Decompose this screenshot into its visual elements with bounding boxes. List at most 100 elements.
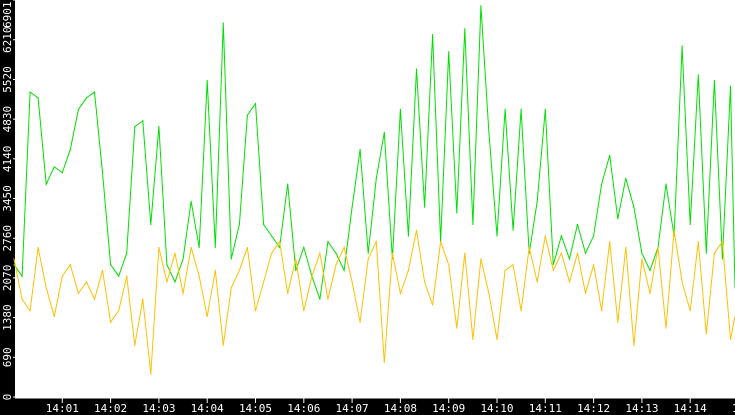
data-point bbox=[584, 252, 587, 254]
data-point bbox=[544, 235, 546, 237]
data-point bbox=[254, 103, 257, 105]
y-tick-label: 4140 bbox=[1, 146, 14, 173]
x-tick-label: 14:03 bbox=[142, 402, 175, 415]
data-point bbox=[126, 252, 128, 254]
data-point bbox=[53, 166, 55, 168]
data-point bbox=[423, 206, 426, 208]
data-point bbox=[287, 183, 289, 185]
data-point bbox=[343, 246, 345, 249]
data-point bbox=[576, 252, 579, 254]
data-point bbox=[85, 281, 88, 283]
data-point bbox=[480, 258, 482, 260]
data-point bbox=[295, 269, 297, 272]
data-point bbox=[13, 258, 15, 260]
data-point bbox=[488, 131, 490, 133]
data-point bbox=[536, 281, 538, 283]
data-point bbox=[689, 310, 691, 312]
data-point bbox=[262, 223, 265, 226]
data-point bbox=[101, 269, 104, 272]
data-point bbox=[399, 292, 401, 295]
data-point bbox=[77, 108, 79, 110]
data-point bbox=[697, 74, 699, 76]
data-point bbox=[593, 264, 595, 266]
data-point bbox=[633, 344, 635, 346]
data-point bbox=[134, 344, 136, 346]
data-point bbox=[593, 235, 595, 237]
data-point bbox=[423, 281, 426, 283]
data-point bbox=[287, 292, 289, 295]
y-tick-label: 1380 bbox=[1, 304, 14, 331]
data-point bbox=[327, 241, 329, 243]
data-point bbox=[37, 246, 39, 249]
data-point bbox=[488, 292, 490, 295]
data-point bbox=[367, 258, 369, 260]
data-point bbox=[206, 315, 208, 318]
data-point bbox=[448, 264, 450, 266]
data-point bbox=[504, 269, 506, 272]
data-point bbox=[432, 304, 434, 306]
data-point bbox=[617, 218, 619, 220]
x-tick-label: 14:06 bbox=[287, 402, 320, 415]
data-point bbox=[101, 172, 104, 174]
data-point bbox=[118, 310, 120, 312]
data-point bbox=[617, 321, 619, 323]
data-point bbox=[182, 292, 184, 295]
data-point bbox=[496, 235, 498, 237]
data-point bbox=[214, 269, 216, 272]
data-point bbox=[93, 91, 96, 93]
data-point bbox=[134, 126, 136, 128]
data-point bbox=[311, 275, 313, 277]
data-point bbox=[641, 252, 643, 254]
data-point bbox=[689, 223, 691, 226]
data-point bbox=[697, 241, 699, 243]
data-point bbox=[649, 292, 651, 295]
data-point bbox=[303, 246, 305, 249]
series-layer bbox=[13, 5, 735, 375]
data-point bbox=[110, 321, 112, 323]
data-point bbox=[721, 241, 724, 243]
data-point bbox=[126, 275, 128, 277]
data-point bbox=[93, 298, 96, 300]
x-tick-label: 14 bbox=[732, 402, 735, 415]
data-point bbox=[601, 310, 603, 312]
data-point bbox=[174, 281, 176, 283]
x-tick-label: 14:10 bbox=[480, 402, 513, 415]
data-point bbox=[69, 149, 71, 151]
data-point bbox=[53, 315, 55, 318]
data-point bbox=[45, 287, 47, 289]
data-point bbox=[166, 281, 168, 283]
data-point bbox=[158, 246, 160, 249]
data-point bbox=[512, 264, 514, 266]
data-point bbox=[190, 246, 192, 249]
data-point bbox=[456, 327, 458, 329]
data-point bbox=[496, 338, 498, 341]
data-point bbox=[21, 298, 23, 300]
data-point bbox=[222, 344, 224, 346]
data-point bbox=[472, 223, 474, 226]
x-tick-label: 14:04 bbox=[191, 402, 224, 415]
data-point bbox=[576, 223, 579, 226]
data-point bbox=[472, 338, 474, 341]
data-point bbox=[609, 154, 611, 156]
data-point bbox=[246, 114, 249, 116]
y-tick-label: 2070 bbox=[1, 265, 14, 292]
data-point bbox=[359, 321, 361, 323]
data-point bbox=[568, 258, 571, 260]
data-point bbox=[142, 298, 144, 300]
data-point bbox=[391, 252, 393, 254]
data-point bbox=[37, 97, 39, 99]
data-point bbox=[681, 281, 683, 283]
data-point bbox=[448, 51, 450, 53]
y-tick-label: 2760 bbox=[1, 225, 14, 252]
data-point bbox=[246, 246, 249, 249]
data-point bbox=[713, 79, 715, 82]
data-point bbox=[61, 172, 63, 174]
data-point bbox=[407, 235, 410, 237]
data-point bbox=[713, 252, 715, 254]
data-point bbox=[560, 235, 563, 237]
y-tick-label: 0 bbox=[1, 394, 14, 401]
data-point bbox=[432, 33, 434, 36]
data-point bbox=[560, 252, 563, 254]
y-tick-label: 5520 bbox=[1, 66, 14, 93]
data-point bbox=[633, 206, 635, 208]
